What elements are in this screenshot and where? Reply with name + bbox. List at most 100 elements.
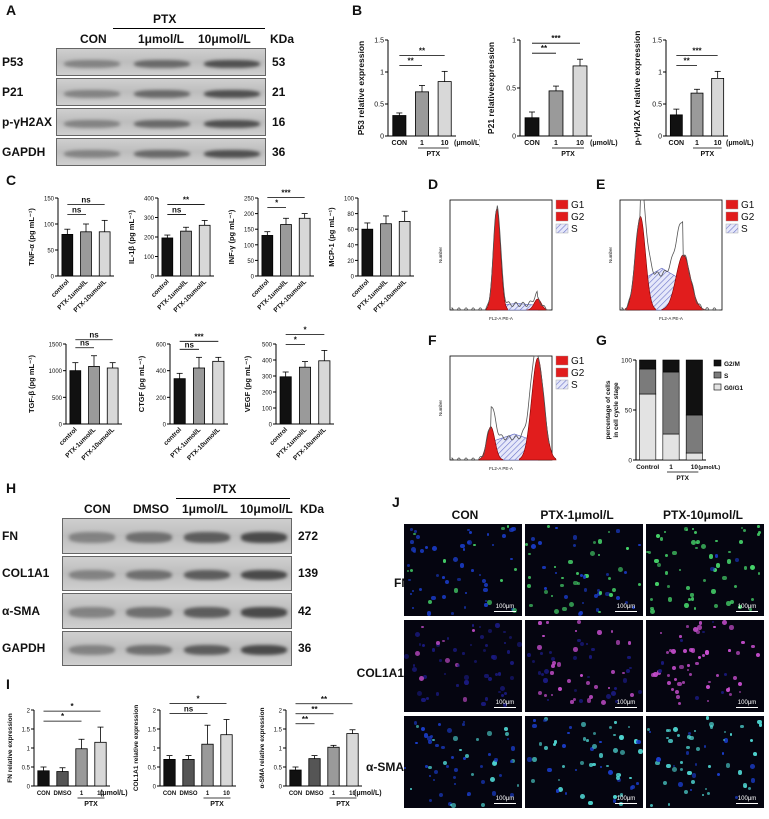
significance-label: ** [183,195,190,204]
cell-dot [671,550,677,556]
cell-dot [733,675,738,680]
cell-dot [708,680,711,683]
cell-dot [421,697,426,703]
blot-strip [62,630,292,666]
blot-row-label: FN [2,528,18,543]
significance-label: ** [311,705,318,714]
cell-dot [532,719,536,722]
legend-swatch [555,211,569,222]
cell-dot [451,803,456,808]
cell-dot [414,650,420,656]
cell-dot [616,529,620,533]
cell-dot [574,769,577,772]
cell-dot [465,754,470,759]
cell-dot [747,787,751,791]
significance-label: ns [172,205,182,214]
blot-band [126,607,173,618]
cell-dot [701,653,705,657]
cell-dot [487,731,492,736]
stacked-bar-segment [662,433,680,461]
cell-dot [510,745,516,751]
cell-dot [667,584,670,588]
cell-dot [471,772,475,776]
microscopy-image: 100μm [525,524,643,616]
scale-bar-line [494,803,516,804]
stacked-bar-segment [685,414,703,454]
cell-dot [411,607,414,610]
legend-label: S [571,224,578,235]
y-tick-label: 150 [44,197,55,203]
cell-dot [709,725,714,729]
cell-dot [435,743,439,747]
cell-dot [436,641,441,645]
blot-a-kda-header: KDa [270,32,295,46]
cell-dot [606,572,610,577]
cell-dot [701,793,705,797]
cell-dot [687,664,690,667]
bar [201,743,214,787]
cell-dot [455,662,460,668]
chart-i3-asma: 00.511.52******CON DMSO 1 10PTX(μmol/L)α-SM… [259,695,382,808]
bar [163,759,176,787]
cell-dot [687,770,692,775]
cell-dot [543,745,548,750]
cell-dot [607,531,610,534]
cell-dot [629,666,632,670]
x-tick-label: CON [289,791,302,797]
cell-dot [612,588,617,592]
bar [289,769,302,787]
cell-dot [499,578,503,582]
unit-label: (μmol/L) [590,140,618,147]
cell-dot [583,588,588,592]
cell-dot [500,686,505,692]
cell-dot [743,566,748,570]
cell-dot [555,526,558,530]
cell-dot [598,610,602,614]
blot-h-col-label: CON [84,502,111,516]
scale-bar-label: 100μm [616,700,636,706]
scale-bar-line [736,611,758,612]
cell-dot [619,793,623,797]
cell-dot [413,721,418,725]
cell-dot [564,792,568,795]
cell-dot [688,735,694,741]
unit-label: (μmol/L) [726,140,754,147]
scale-bar-line [615,803,637,804]
blot-band [241,569,288,581]
cell-dot [695,661,699,666]
cell-dot [495,623,500,628]
significance-label: * [275,199,279,208]
cell-dot [592,732,596,736]
blot-band [126,644,173,656]
cell-dot [691,540,696,545]
cell-dot [607,769,613,775]
cell-dot [725,762,731,768]
y-tick-label: 500 [262,343,273,349]
cell-dot [581,721,586,727]
y-tick-label: 1 [279,747,283,753]
cell-dot [481,578,486,583]
y-tick-label: 0 [59,423,63,429]
blot-band [183,607,230,618]
cell-dot [720,690,725,695]
cell-dot [462,697,468,702]
cell-dot [569,601,575,607]
scale-bar-line [494,707,516,708]
cell-dot [664,554,668,558]
cell-dot [613,686,618,691]
significance-label: ** [408,56,415,65]
bar [690,92,704,137]
cell-dot [568,559,573,565]
microscopy-grid-j: CON PTX-1μmol/L PTX-10μmol/L FN COL1A1 α… [357,504,766,816]
cell-dot [714,603,718,608]
y-tick-label: 80 [347,212,354,218]
cell-dot [525,543,529,547]
cell-dot [550,671,554,675]
cell-dot [436,643,441,647]
legend-swatch [725,211,739,222]
cell-dot [599,766,602,769]
cell-dot [506,737,509,741]
bar [80,231,92,277]
cell-dot [444,672,447,676]
